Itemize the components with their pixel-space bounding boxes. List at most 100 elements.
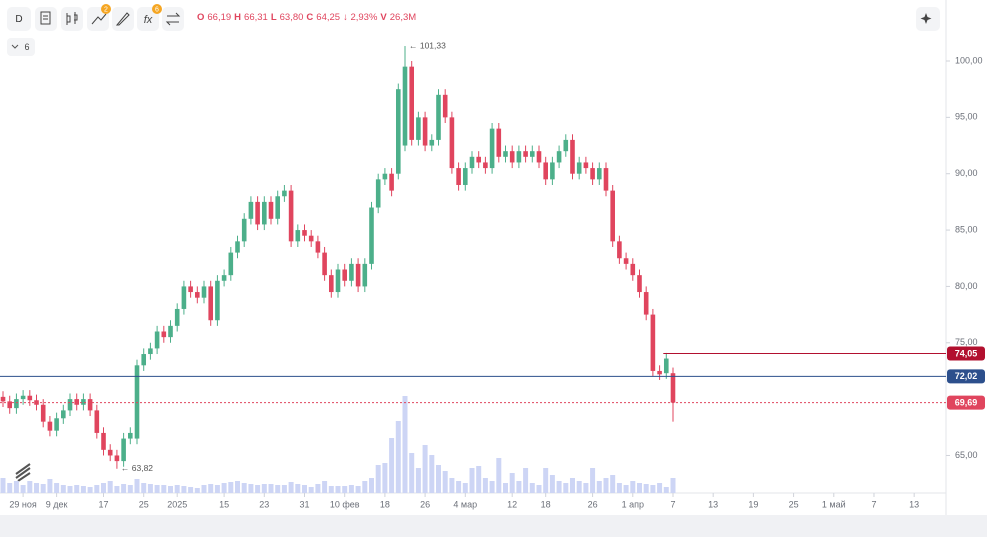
- volume-bar: [663, 487, 669, 493]
- candle-body: [20, 395, 26, 400]
- volume-bar: [107, 481, 113, 493]
- volume-bar: [469, 468, 475, 493]
- badge: [152, 4, 162, 14]
- volume-bar: [590, 468, 596, 493]
- y-tick-label: 90,00: [955, 168, 978, 178]
- x-tick-label: 15: [219, 499, 229, 509]
- candle-body: [302, 230, 307, 236]
- volume-bar: [275, 485, 281, 493]
- candle-body: [436, 94, 441, 140]
- volume-bar: [268, 484, 274, 493]
- legend-key: O: [197, 12, 205, 23]
- candle-body: [536, 151, 542, 163]
- interval-button[interactable]: [7, 7, 31, 31]
- volume-bar: [636, 483, 642, 493]
- y-tick-label: 65,00: [955, 450, 978, 460]
- volume-bar: [355, 486, 361, 493]
- volume-bar: [569, 478, 575, 493]
- x-tick-label: 7: [871, 499, 876, 509]
- toolbar: D 2 fx 6 6: [7, 4, 940, 56]
- volume-bar: [603, 478, 609, 493]
- volume-bar: [141, 483, 147, 493]
- candle-body: [503, 151, 508, 157]
- candle-body: [54, 418, 59, 431]
- candle-body: [570, 139, 575, 174]
- x-tick-label: 4 мар: [453, 499, 477, 509]
- candle-body: [134, 365, 140, 439]
- volume-bar: [556, 481, 562, 493]
- candle-body: [208, 286, 214, 321]
- volume-bar: [228, 482, 234, 493]
- x-tick-label: 29 ноя: [9, 499, 36, 509]
- volume-bar: [395, 421, 401, 493]
- volume-bar: [168, 486, 174, 493]
- indicators-icon: fx: [144, 14, 153, 26]
- volume-bar: [208, 484, 214, 493]
- volume-bar: [375, 465, 381, 493]
- x-tick-label: 12: [507, 499, 517, 509]
- candle-body: [556, 151, 562, 163]
- candle-body: [67, 399, 73, 411]
- x-tick-label: 23: [259, 499, 269, 509]
- volume-bar: [194, 488, 200, 493]
- volume-bar: [489, 481, 495, 493]
- candle-body: [389, 173, 394, 191]
- volume-bar: [241, 483, 247, 493]
- candle-body: [442, 94, 448, 118]
- volume-bar: [610, 475, 616, 493]
- y-tick-label: 75,00: [955, 337, 978, 347]
- candle-body: [543, 162, 548, 180]
- indicators-toggle[interactable]: [7, 38, 35, 56]
- candle-body: [27, 395, 33, 401]
- volume-bar: [295, 484, 301, 493]
- x-tick-label: 18: [541, 499, 551, 509]
- candle-body: [154, 331, 160, 349]
- candle-body: [637, 275, 642, 293]
- volume-bar: [456, 481, 462, 493]
- volume-bar: [34, 483, 40, 493]
- volume-bar: [288, 482, 294, 493]
- annotation: ← 63,82: [121, 463, 153, 473]
- volume-bar: [576, 481, 582, 493]
- legend-key: H: [234, 12, 242, 23]
- volume-bar: [161, 485, 167, 493]
- candle-body: [295, 230, 301, 242]
- legend-value: 26,3M: [389, 12, 417, 23]
- candle-body: [40, 404, 46, 422]
- candle-body: [248, 201, 254, 219]
- candle-body: [275, 196, 281, 219]
- price-label: 72,02: [955, 371, 978, 381]
- volume-bar: [13, 481, 19, 493]
- volume-bar: [20, 485, 26, 493]
- candle-body: [168, 325, 173, 338]
- indicators-button[interactable]: [137, 7, 159, 31]
- draw-button[interactable]: [112, 7, 134, 31]
- volume-bar: [315, 484, 321, 493]
- candle-body: [617, 241, 622, 259]
- candle-body: [369, 207, 374, 264]
- candle-body: [188, 286, 193, 293]
- candle-body: [670, 373, 676, 403]
- x-tick-label: 7: [670, 499, 675, 509]
- volume-bar: [255, 485, 261, 493]
- candle-body: [462, 168, 468, 185]
- volume-bar: [482, 478, 488, 493]
- bottom-bar: [0, 515, 987, 537]
- chart-type-button[interactable]: [61, 7, 83, 31]
- candle-body: [375, 179, 381, 208]
- x-tick-label: 25: [789, 499, 799, 509]
- x-tick-label: 1 май: [822, 499, 846, 509]
- annotation: ← 101,33: [409, 40, 446, 50]
- volume-bar: [449, 478, 455, 493]
- settings-button[interactable]: [162, 7, 184, 31]
- compare-icon: [40, 11, 51, 25]
- volume-bar: [543, 468, 549, 493]
- drawing-icon: [91, 13, 107, 25]
- volume-bar: [181, 486, 187, 493]
- volume-bar: [389, 438, 395, 493]
- volume-bar: [328, 486, 334, 493]
- candle-body: [148, 348, 153, 355]
- volume-bar: [27, 481, 33, 493]
- candle-body: [395, 89, 401, 174]
- x-tick-label: 26: [588, 499, 598, 509]
